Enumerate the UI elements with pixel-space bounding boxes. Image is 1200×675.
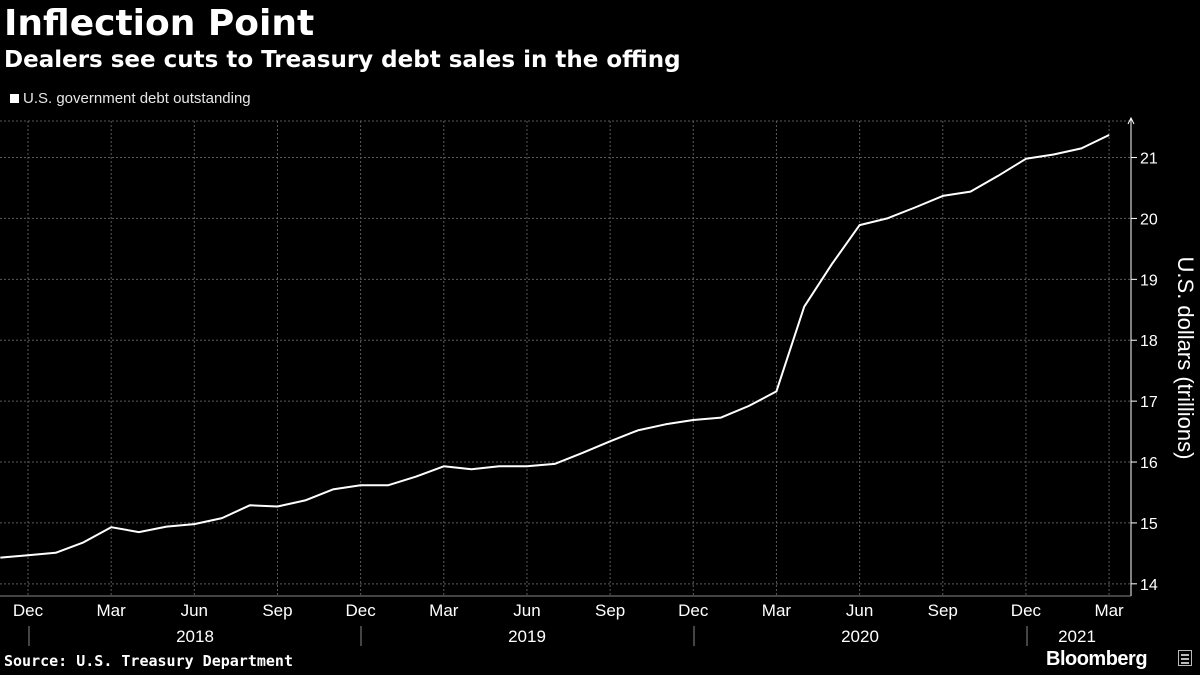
brand-logo: Bloomberg <box>1046 648 1148 670</box>
x-tick-label: Dec <box>1011 601 1042 620</box>
y-tick-label: 15 <box>1140 516 1158 533</box>
x-tick-label: Dec <box>678 601 709 620</box>
legend: U.S. government debt outstanding <box>10 90 251 107</box>
x-year-label: 2020 <box>841 627 879 646</box>
x-year-label: 2018 <box>176 627 214 646</box>
y-tick-label: 18 <box>1140 333 1158 350</box>
x-tick-label: Mar <box>97 601 127 620</box>
chart-subtitle: Dealers see cuts to Treasury debt sales … <box>4 47 681 73</box>
source-note: Source: U.S. Treasury Department <box>4 652 293 670</box>
x-tick-label: Sep <box>928 601 958 620</box>
x-tick-label: Sep <box>595 601 625 620</box>
x-tick-label: Mar <box>429 601 459 620</box>
y-axis-title: U.S. dollars (trillions) <box>1173 257 1198 460</box>
x-tick-label: Mar <box>1094 601 1124 620</box>
y-tick-label: 17 <box>1140 394 1158 411</box>
series-line-debt-outstanding <box>0 134 1110 559</box>
x-tick-label: Jun <box>513 601 540 620</box>
x-tick-label: Jun <box>846 601 873 620</box>
x-tick-label: Jun <box>181 601 208 620</box>
y-axis-arrow <box>1127 116 1135 125</box>
y-tick-label: 20 <box>1140 211 1158 228</box>
legend-swatch <box>10 94 19 103</box>
terminal-icon <box>1178 650 1192 666</box>
x-tick-label: Dec <box>346 601 377 620</box>
y-tick-label: 19 <box>1140 272 1158 289</box>
x-year-label: 2019 <box>508 627 546 646</box>
y-tick-label: 14 <box>1140 577 1158 594</box>
x-tick-label: Mar <box>762 601 792 620</box>
y-tick-label: 21 <box>1140 151 1158 168</box>
x-tick-label: Sep <box>262 601 292 620</box>
x-tick-label: Dec <box>13 601 44 620</box>
chart-title: Inflection Point <box>4 3 315 44</box>
legend-label: U.S. government debt outstanding <box>23 90 251 107</box>
x-year-label: 2021 <box>1058 627 1096 646</box>
y-tick-label: 16 <box>1140 455 1158 472</box>
